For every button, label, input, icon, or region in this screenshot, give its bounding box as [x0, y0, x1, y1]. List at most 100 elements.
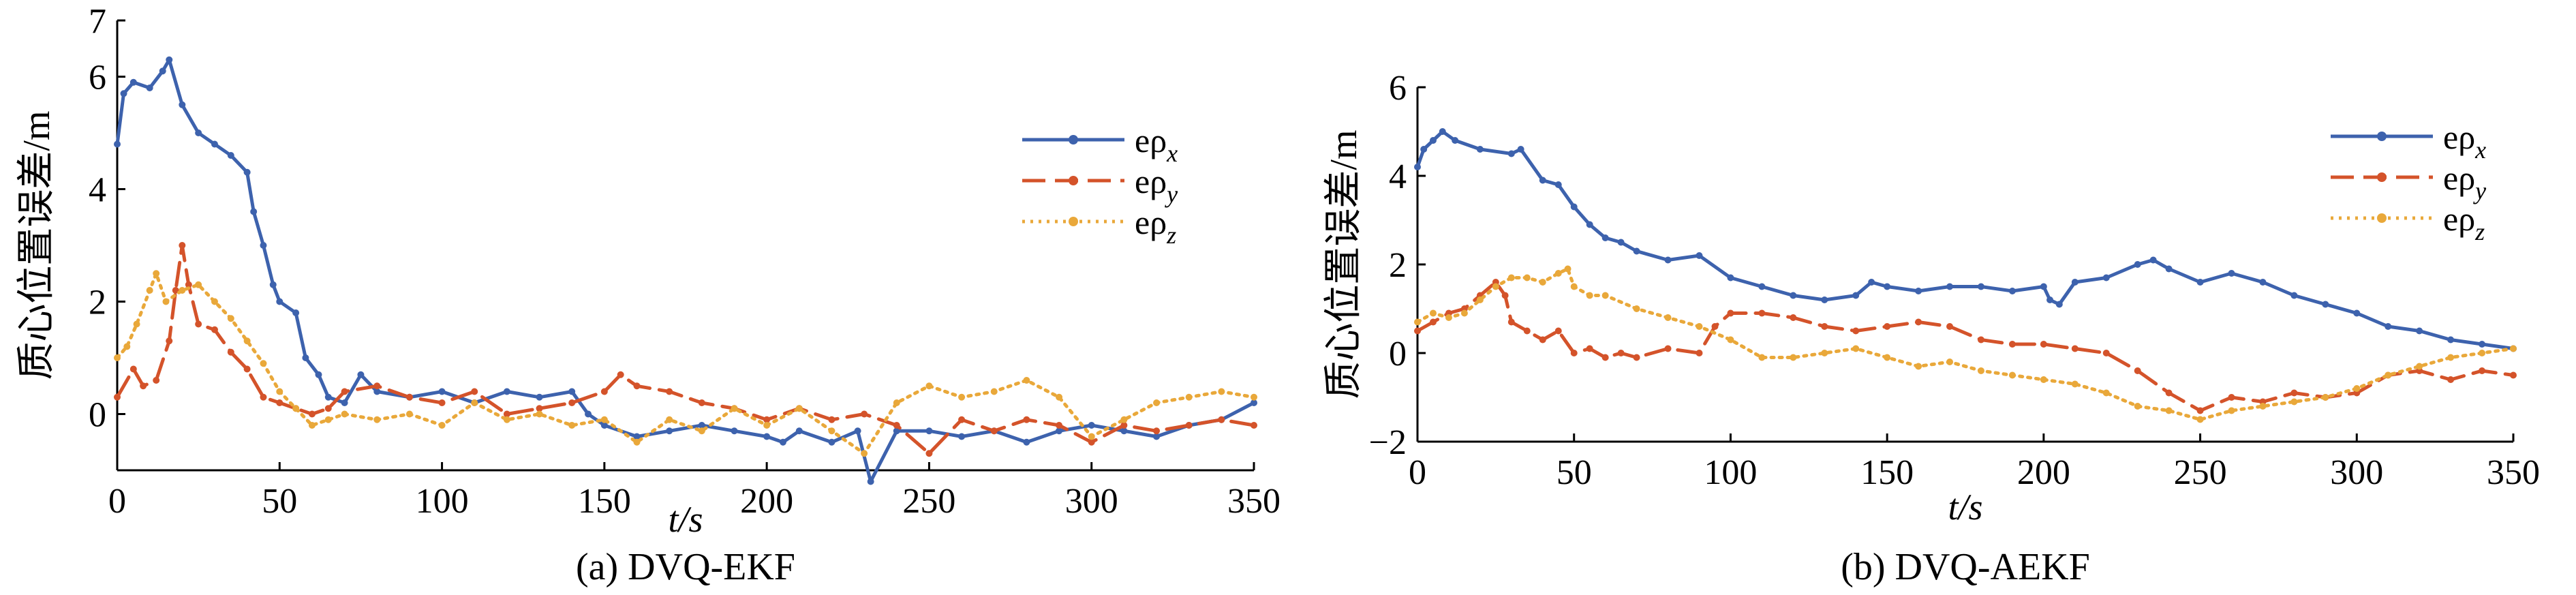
chart0-point-eρx	[120, 90, 127, 97]
chart1-x-tick-label: 250	[2174, 453, 2227, 492]
chart0-point-eρx	[1056, 427, 1063, 435]
chart1-point-eρx	[1507, 150, 1515, 157]
chart0-point-eρy	[698, 399, 705, 406]
chart1-legend-text-x: eρx	[2443, 118, 2486, 164]
chart0-legend-subscript-z: z	[1166, 222, 1176, 249]
chart1-x-tick-label: 0	[1409, 453, 1426, 492]
chart0-point-eρy	[153, 377, 160, 384]
chart1-point-eρz	[1696, 323, 1703, 330]
chart1-point-eρy	[1727, 309, 1734, 317]
chart0-point-eρy	[166, 337, 173, 345]
chart1-legend-text-y: eρy	[2443, 159, 2486, 204]
chart1-point-eρx	[1664, 256, 1672, 264]
chart1-point-eρy	[2228, 394, 2235, 401]
chart0-point-eρz	[828, 427, 835, 435]
chart1-point-eρy	[1884, 323, 1891, 330]
chart0-point-eρz	[292, 405, 300, 412]
chart1-point-eρz	[1727, 336, 1734, 344]
chart0-y-tick-label: 2	[89, 284, 106, 322]
chart1-point-eρz	[1884, 354, 1891, 361]
chart1-point-eρz	[2196, 416, 2204, 423]
chart1-point-eρx	[1452, 137, 1459, 144]
chart1-point-eρz	[2290, 398, 2298, 406]
chart0-point-eρy	[861, 410, 868, 418]
chart0-point-eρy	[1251, 422, 1257, 429]
chart0-point-eρx	[324, 393, 332, 401]
chart1-point-eρy	[1711, 323, 1719, 330]
chart1-point-eρx	[1633, 247, 1640, 255]
chart0-point-eρz	[123, 343, 131, 350]
chart1-point-eρy	[1570, 350, 1578, 356]
chart1-point-eρx	[2102, 274, 2110, 281]
chart1-point-eρy	[1758, 309, 1766, 317]
chart0-point-eρy	[373, 382, 381, 390]
chart1-point-eρy	[1539, 336, 1546, 344]
chart1-point-eρy	[2102, 350, 2110, 356]
chart1-point-eρx	[2385, 323, 2392, 330]
chart0-legend-subscript-x: x	[1166, 140, 1178, 167]
chart0-point-eρy	[617, 371, 624, 378]
chart1-point-eρx	[2008, 288, 2016, 294]
chart0-point-eρz	[179, 287, 186, 294]
chart1-point-eρy	[1617, 350, 1625, 356]
chart1-point-eρx	[2479, 341, 2486, 348]
chart1-point-eρx	[1696, 252, 1703, 259]
chart1-point-eρz	[1821, 350, 1828, 356]
chart1-point-eρy	[1523, 327, 1531, 335]
chart-a-dvq-ekf: 0 50 100 150 200 250 300 350 0 2 4 6 7 t/s 质心位置误差/m (a)…	[16, 2, 1281, 588]
chart0-legend-label-z: eρ	[1135, 203, 1167, 241]
chart0-point-eρz	[276, 388, 283, 395]
chart0-point-eρx	[146, 85, 153, 91]
chart0-point-eρz	[1185, 393, 1193, 401]
chart1-point-eρz	[1977, 367, 1984, 374]
chart1-x-tick-label: 350	[2487, 453, 2540, 492]
chart0-point-eρz	[503, 416, 510, 423]
chart0-legend-label-y: eρ	[1135, 162, 1167, 200]
chart1-point-eρx	[2134, 261, 2141, 268]
chart0-point-eρz	[438, 422, 446, 429]
chart1-point-eρz	[1445, 314, 1452, 321]
chart1-point-eρz	[1507, 274, 1515, 281]
chart1-point-eρz	[2259, 403, 2267, 410]
chart0-point-eρz	[146, 287, 153, 294]
chart1-point-eρx	[1570, 203, 1578, 211]
chart0-point-eρx	[227, 152, 234, 159]
chart0-point-eρx	[302, 354, 309, 361]
chart0-point-eρz	[698, 427, 705, 435]
chart1-point-eρy	[2134, 367, 2141, 374]
chart0-x-tick-label: 350	[1227, 482, 1281, 521]
chart1-point-eρx	[2055, 301, 2063, 308]
chart0-point-eρy	[1056, 422, 1063, 429]
chart1-point-eρz	[1915, 363, 1922, 370]
chart0-point-eρx	[243, 168, 251, 176]
chart0-point-eρy	[536, 405, 543, 412]
chart0-point-eρx	[893, 427, 900, 435]
chart0-point-eρz	[1023, 377, 1030, 384]
chart0-point-eρy	[958, 416, 966, 423]
chart1-legend-subscript-y: y	[2473, 177, 2486, 204]
chart0-point-eρx	[503, 388, 510, 395]
chart1-point-eρz	[1492, 283, 1499, 290]
chart1-legend-subscript-x: x	[2474, 136, 2486, 164]
chart1-legend-marker-y	[2377, 172, 2387, 182]
chart1-y-tick-label: 4	[1389, 157, 1407, 196]
chart0-point-eρx	[260, 242, 267, 249]
chart1-point-eρz	[2071, 380, 2079, 388]
chart1-point-eρz	[2102, 389, 2110, 397]
chart0-point-eρy	[828, 416, 835, 423]
chart0-point-eρx	[633, 433, 641, 440]
chart1-point-eρx	[1414, 164, 1421, 170]
chart0-point-eρx	[166, 56, 173, 63]
chart0-y-tick-label: 6	[89, 59, 106, 97]
chart1-x-axis-label: t/s	[1948, 487, 1982, 528]
chart1-point-eρz	[1758, 354, 1766, 361]
chart0-y-tick-label: 4	[89, 171, 106, 210]
chart0-point-eρz	[600, 416, 608, 423]
chart1-legend-label-x: eρ	[2443, 118, 2475, 156]
chart1-point-eρz	[2479, 350, 2486, 356]
chart1-point-eρx	[2040, 283, 2047, 290]
chart0-point-eρy	[600, 388, 608, 395]
chart1-point-eρx	[1476, 146, 1484, 153]
chart1-point-eρz	[1523, 274, 1531, 281]
chart1-point-eρx	[1884, 283, 1891, 290]
